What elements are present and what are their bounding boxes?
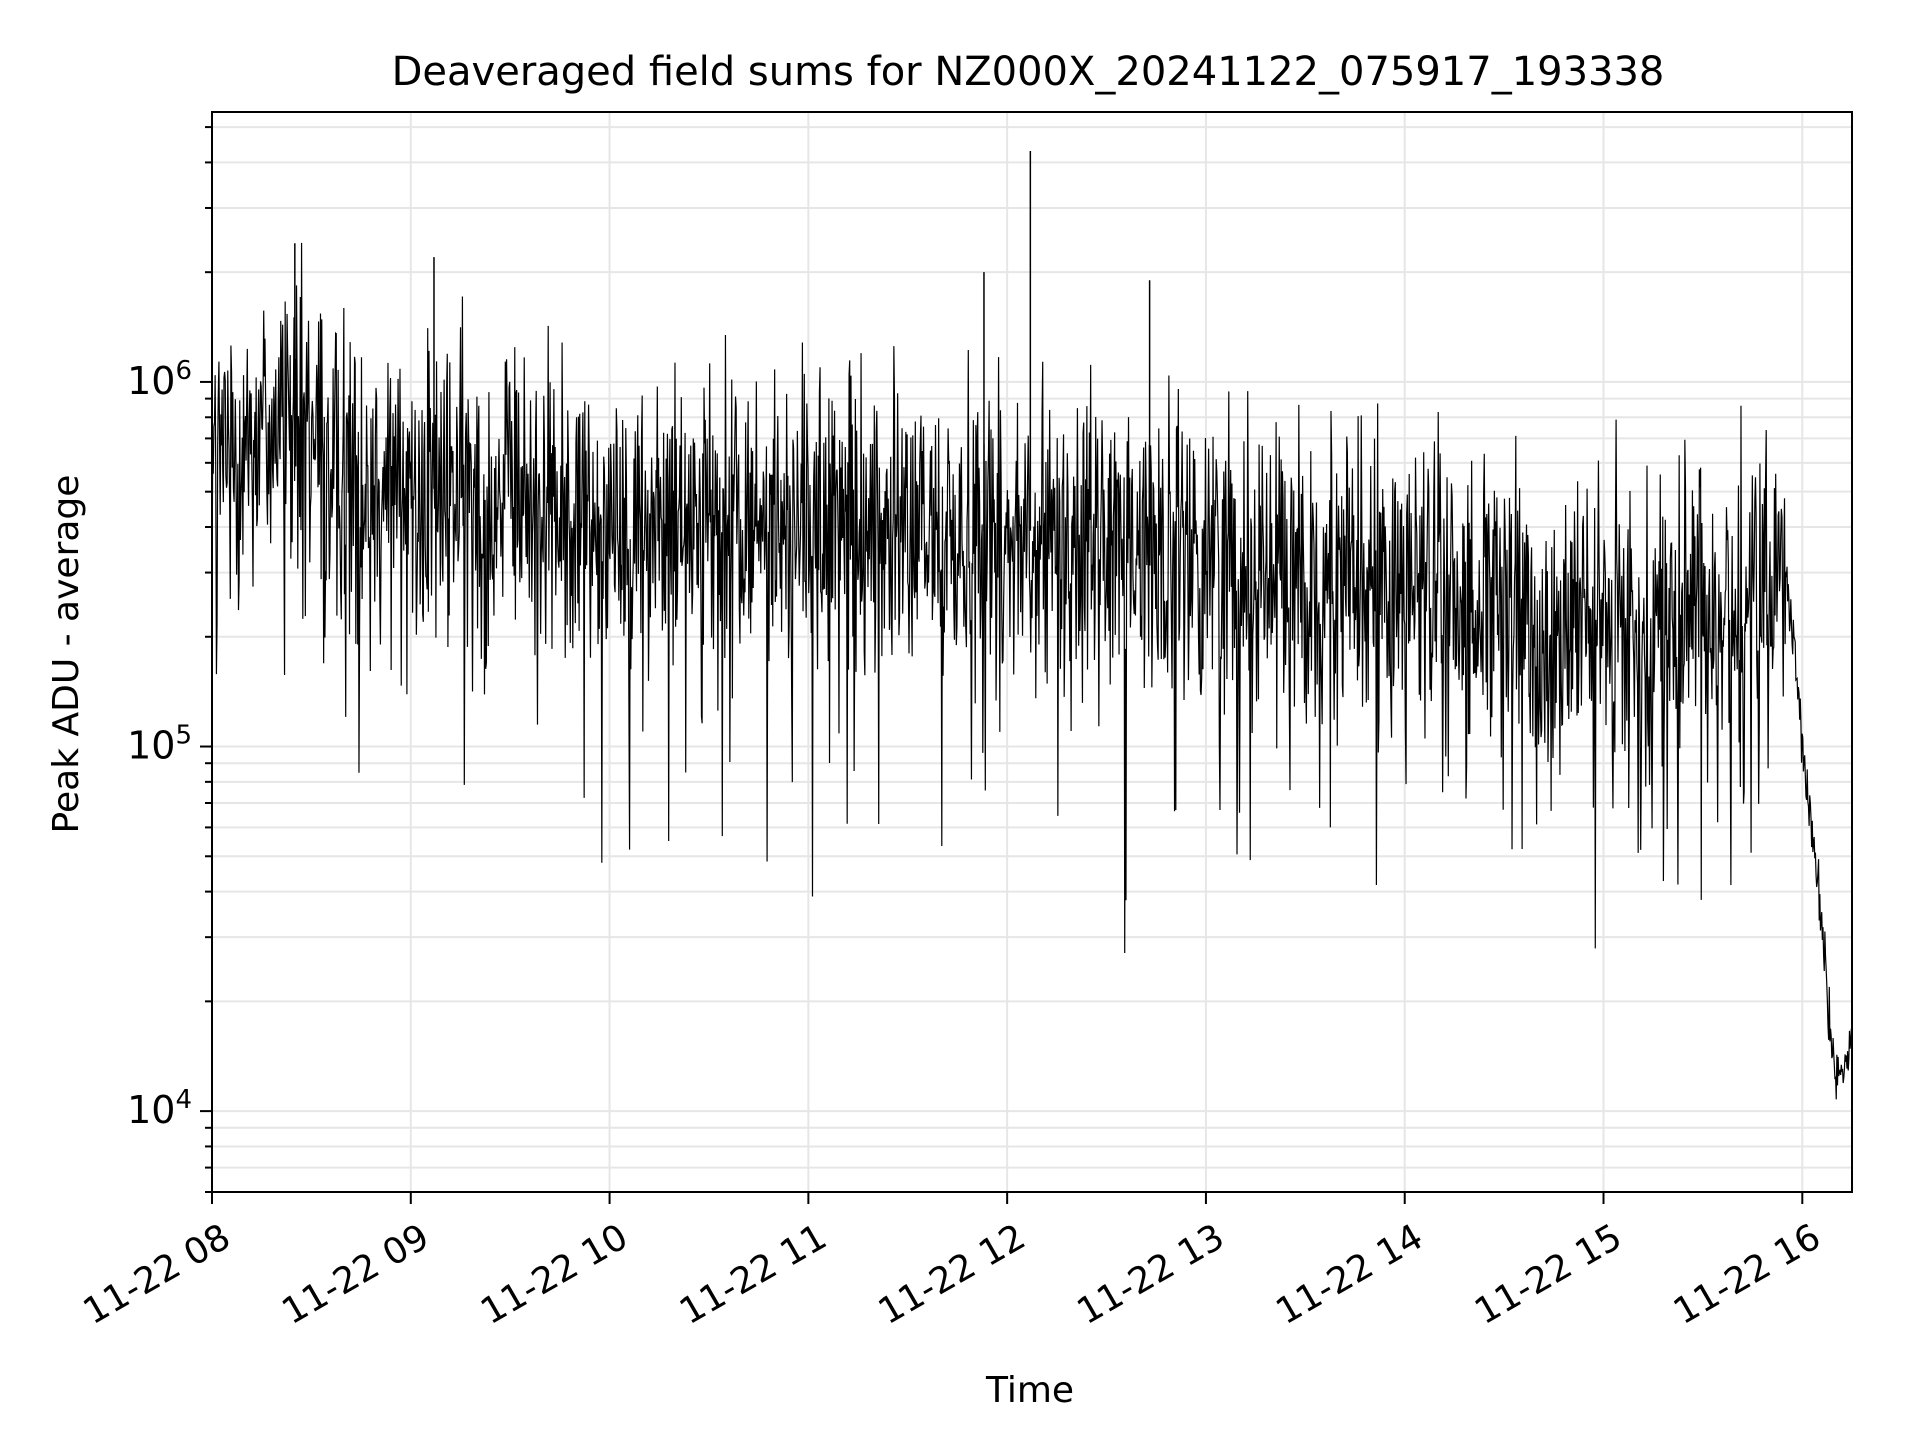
y-tick-label: 104 bbox=[127, 1085, 192, 1132]
y-tick-label: 106 bbox=[127, 356, 192, 403]
series-layer bbox=[211, 150, 1853, 1100]
chart-title: Deaveraged field sums for NZ000X_2024112… bbox=[392, 49, 1665, 95]
y-axis-label: Peak ADU - average bbox=[46, 475, 87, 834]
plot-frame bbox=[211, 111, 1853, 1193]
series-line bbox=[211, 242, 1853, 1100]
y-tick-label: 105 bbox=[127, 721, 192, 768]
x-axis-label: Time bbox=[985, 1370, 1074, 1411]
